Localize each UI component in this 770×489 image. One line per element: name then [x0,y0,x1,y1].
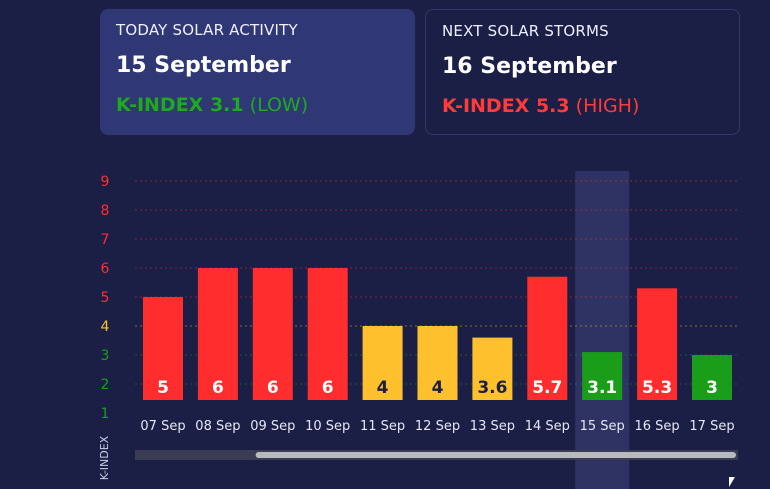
y-tick-label: 2 [101,377,110,393]
x-tick-label: 10 Sep [305,419,350,434]
bar-16-sep[interactable] [637,288,678,400]
next-card-date: 16 September [442,54,617,79]
x-tick-label: 09 Sep [250,419,295,434]
bar-value-label: 3.1 [587,378,617,398]
x-tick-label: 14 Sep [525,419,570,434]
bar-value-label: 6 [322,378,334,398]
bar-10-sep[interactable] [307,268,348,400]
highlight-column [575,171,630,489]
x-tick-label: 13 Sep [470,419,515,434]
bar-08-sep[interactable] [197,268,238,400]
x-tick-label: 11 Sep [360,419,405,434]
x-tick-label: 12 Sep [415,419,460,434]
x-tick-label: 16 Sep [635,419,680,434]
bar-value-label: 3.6 [477,378,507,398]
next-card-title: NEXT SOLAR STORMS [442,22,609,40]
x-tick-label: 15 Sep [580,419,625,434]
y-tick-label: 6 [101,261,110,277]
today-k-level: (LOW) [249,94,309,116]
k-index-chart: 1 2 3 4 5 6 7 8 9 K-INDEX 5 07 Sep 6 08 Sep 6 09 Sep 6 10… [98,171,738,489]
y-axis-label: K-INDEX [98,435,111,480]
x-tick-label: 17 Sep [689,419,734,434]
next-k-level: (HIGH) [575,95,640,117]
scrollbar-thumb[interactable] [255,452,736,458]
x-tick-label: 07 Sep [140,419,185,434]
y-tick-label: 1 [101,406,110,422]
bar-09-sep[interactable] [252,268,293,400]
bar-13-sep[interactable] [472,337,513,400]
bar-value-label: 5 [157,378,169,398]
bar-value-label: 5.3 [642,378,672,398]
bar-value-label: 4 [377,378,389,398]
bar-11-sep[interactable] [362,326,403,400]
today-k-index: K-INDEX 3.1 (LOW) [116,94,399,116]
y-tick-label: 8 [101,203,110,219]
bar-value-label: 6 [212,378,224,398]
bar-17-sep[interactable] [692,355,732,400]
y-tick-label: 9 [101,174,110,190]
y-tick-label: 7 [101,232,110,248]
bar-07-sep[interactable] [143,297,183,400]
y-tick-label: 5 [101,290,110,306]
x-tick-label: 08 Sep [195,419,240,434]
bar-14-sep[interactable] [527,276,568,400]
bar-value-label: 4 [432,378,444,398]
today-card-date: 15 September [116,53,291,78]
today-k-value: K-INDEX 3.1 [116,94,244,116]
y-tick-label: 4 [101,319,110,335]
today-card-title: TODAY SOLAR ACTIVITY [116,21,298,39]
today-activity-card: TODAY SOLAR ACTIVITY 15 September K-INDE… [100,9,415,135]
y-tick-label: 3 [101,348,110,364]
bar-value-label: 6 [267,378,279,398]
next-k-value: K-INDEX 5.3 [442,95,570,117]
bar-value-label: 3 [706,378,718,398]
bar-15-sep[interactable] [582,352,623,400]
next-k-index: K-INDEX 5.3 (HIGH) [442,95,723,117]
bar-12-sep[interactable] [417,326,458,400]
mouse-cursor-icon [729,477,735,487]
bar-value-label: 5.7 [532,378,562,398]
next-storms-card[interactable]: NEXT SOLAR STORMS 16 September K-INDEX 5… [425,9,740,135]
